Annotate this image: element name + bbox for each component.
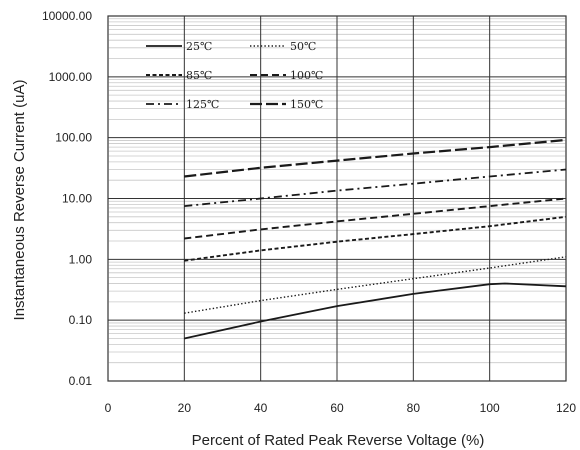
legend-label: 85℃ <box>186 69 212 82</box>
y-tick-labels: 0.01 0.10 1.00 10.00 100.00 1000.00 10000.00 <box>42 9 92 388</box>
legend-label: 150℃ <box>290 98 323 111</box>
y-tick-label: 1.00 <box>69 252 93 266</box>
series-line-25c <box>184 282 567 340</box>
y-tick-label: 100.00 <box>55 131 92 145</box>
y-tick-label: 10000.00 <box>42 9 92 23</box>
x-tick-label: 0 <box>105 401 112 415</box>
series-layer <box>184 138 567 340</box>
legend-label: 125℃ <box>186 98 219 111</box>
y-axis-label: Instantaneous Reverse Current (uA) <box>11 80 28 321</box>
y-tick-label: 0.01 <box>69 374 93 388</box>
x-tick-labels: 0 20 40 60 80 100 120 <box>105 401 577 415</box>
legend-label: 100℃ <box>290 69 323 82</box>
series-line-150c <box>184 138 567 178</box>
series-line-50c <box>184 256 567 314</box>
x-tick-label: 120 <box>556 401 576 415</box>
y-tick-label: 0.10 <box>69 313 93 327</box>
x-tick-label: 20 <box>178 401 192 415</box>
x-tick-label: 100 <box>480 401 500 415</box>
x-axis-label: Percent of Rated Peak Reverse Voltage (%… <box>192 432 485 449</box>
series-line-100c <box>184 197 567 240</box>
x-tick-label: 60 <box>330 401 344 415</box>
x-tick-label: 40 <box>254 401 268 415</box>
legend-label: 25℃ <box>186 40 212 53</box>
major-grid <box>107 15 567 382</box>
series-line-85c <box>184 215 567 262</box>
series-line-125c <box>184 168 567 207</box>
legend-label: 50℃ <box>290 40 316 53</box>
legend: 25℃ 50℃ 85℃ 100℃ 125℃ 150℃ <box>146 40 323 111</box>
y-tick-label: 10.00 <box>62 192 92 206</box>
y-tick-label: 1000.00 <box>49 70 93 84</box>
x-tick-label: 80 <box>407 401 421 415</box>
